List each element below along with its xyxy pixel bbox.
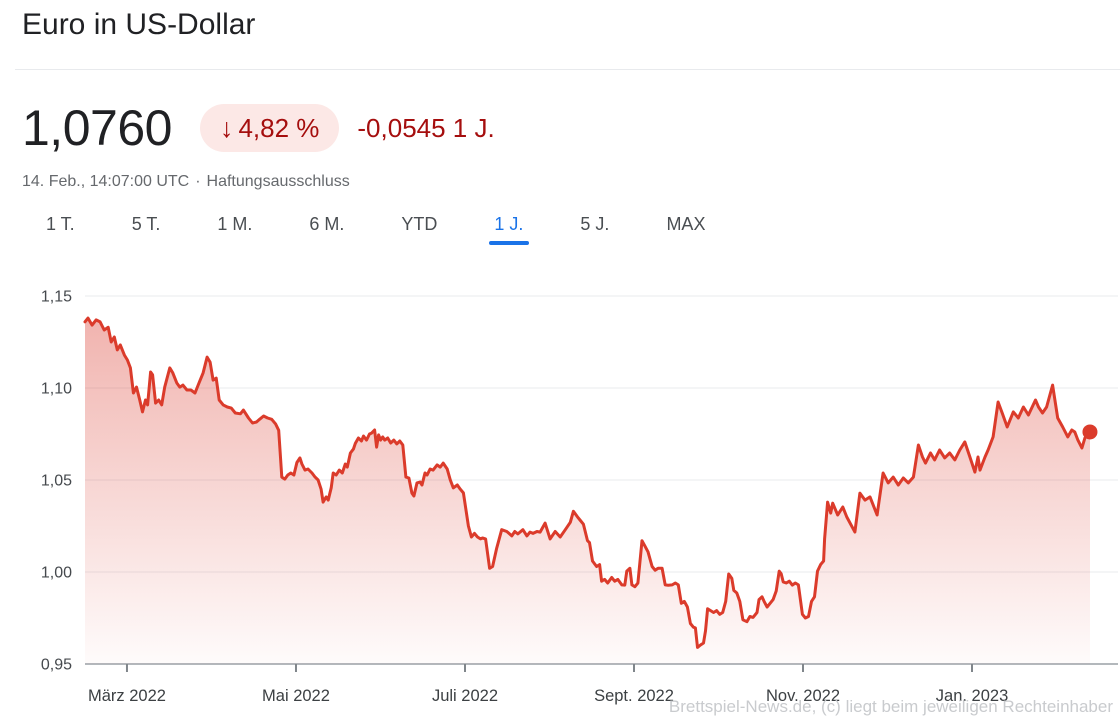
x-tick-label: Nov. 2022 xyxy=(766,687,840,705)
x-tick-label: Jan. 2023 xyxy=(936,687,1008,705)
x-axis: März 2022 Mai 2022 Juli 2022 Sept. 2022 Nov.… xyxy=(88,664,1008,705)
change-absolute: -0,0545 1 J. xyxy=(357,112,495,143)
area-fill xyxy=(85,318,1090,664)
tab-5-j[interactable]: 5 J. xyxy=(580,214,610,234)
end-dot xyxy=(1082,424,1098,440)
page-title: Euro in US-Dollar xyxy=(22,8,256,41)
x-tick-label: Mai 2022 xyxy=(262,687,330,705)
y-tick-label: 1,15 xyxy=(41,289,72,306)
period-tabs: 1 T. 5 T. 1 M. 6 M. YTD 1 J. 5 J. MAX xyxy=(46,214,705,245)
price-row: 1,0760 ↓ 4,82 % -0,0545 1 J. xyxy=(22,99,495,157)
tab-ytd[interactable]: YTD xyxy=(401,214,438,234)
y-tick-label: 1,10 xyxy=(41,381,72,398)
x-tick-label: Sept. 2022 xyxy=(594,687,674,705)
tab-6-m[interactable]: 6 M. xyxy=(309,214,345,234)
y-tick-label: 1,05 xyxy=(41,473,72,490)
price-chart[interactable]: 1,15 1,10 1,05 1,00 0,95 März 2022 Mai 2022 Ju… xyxy=(0,270,1120,724)
timestamp: 14. Feb., 14:07:00 UTC xyxy=(22,173,190,190)
x-tick-label: März 2022 xyxy=(88,687,166,705)
arrow-down-icon: ↓ xyxy=(219,112,234,143)
tab-5-t[interactable]: 5 T. xyxy=(131,214,161,234)
change-percent-value: 4,82 % xyxy=(238,112,320,143)
change-percent-badge: ↓ 4,82 % xyxy=(199,104,340,152)
y-tick-label: 0,95 xyxy=(41,657,72,674)
y-tick-label: 1,00 xyxy=(41,565,72,582)
watermark: Brettspiel-News.de, (c) liegt beim jewei… xyxy=(669,697,1113,716)
current-price: 1,0760 xyxy=(22,100,172,156)
price-line xyxy=(83,316,1092,649)
disclaimer-link[interactable]: Haftungsausschluss xyxy=(206,173,350,190)
x-tick-label: Juli 2022 xyxy=(432,687,498,705)
tab-1-j[interactable]: 1 J. xyxy=(494,214,523,245)
tab-1-t[interactable]: 1 T. xyxy=(46,214,75,234)
divider xyxy=(15,69,1120,70)
tab-max[interactable]: MAX xyxy=(666,214,706,234)
tab-1-m[interactable]: 1 M. xyxy=(217,214,253,234)
dot-separator: · xyxy=(195,173,201,190)
subtitle: 14. Feb., 14:07:00 UTC · Haftungsausschlus… xyxy=(22,173,350,191)
